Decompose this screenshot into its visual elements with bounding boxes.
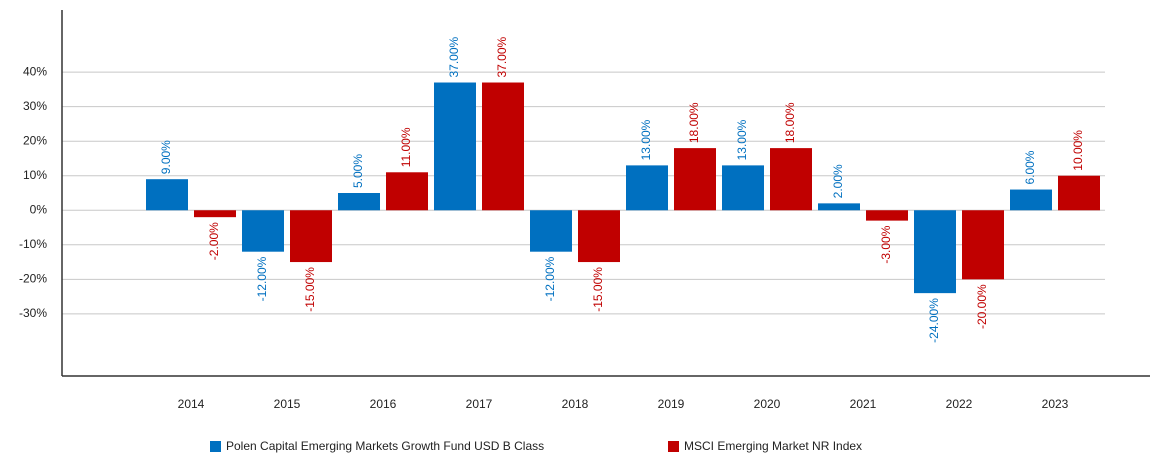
bar	[482, 82, 524, 211]
legend-swatch	[210, 441, 221, 452]
bar	[290, 210, 332, 263]
value-label: -15.00%	[591, 267, 605, 312]
value-label: 18.00%	[783, 102, 797, 143]
value-label: 37.00%	[495, 36, 509, 77]
x-tick-label: 2019	[658, 397, 685, 411]
y-tick-label: 0%	[30, 202, 48, 216]
value-label: -12.00%	[255, 256, 269, 301]
x-tick-label: 2020	[754, 397, 781, 411]
x-tick-label: 2014	[178, 397, 205, 411]
bar	[530, 210, 572, 252]
x-tick-label: 2023	[1042, 397, 1069, 411]
value-label: 18.00%	[687, 102, 701, 143]
value-label: -15.00%	[303, 267, 317, 312]
x-tick-label: 2021	[850, 397, 877, 411]
bar	[866, 210, 908, 221]
value-label: 5.00%	[351, 154, 365, 188]
bar	[914, 210, 956, 294]
legend-label: Polen Capital Emerging Markets Growth Fu…	[226, 439, 544, 453]
bar	[386, 172, 428, 211]
x-tick-label: 2016	[370, 397, 397, 411]
x-tick-label: 2022	[946, 397, 973, 411]
value-label: 9.00%	[159, 140, 173, 174]
value-label: 6.00%	[1023, 150, 1037, 184]
bar	[770, 148, 812, 211]
x-tick-label: 2018	[562, 397, 589, 411]
value-label: 13.00%	[639, 119, 653, 160]
bar	[674, 148, 716, 211]
y-tick-label: 40%	[23, 64, 47, 78]
bar	[338, 193, 380, 211]
bar	[434, 82, 476, 211]
bar	[1010, 189, 1052, 211]
value-label: 13.00%	[735, 119, 749, 160]
bar	[146, 179, 188, 211]
y-tick-label: -10%	[19, 237, 47, 251]
y-tick-label: -30%	[19, 306, 47, 320]
y-tick-label: -20%	[19, 271, 47, 285]
y-tick-label: 20%	[23, 133, 47, 147]
legend-label: MSCI Emerging Market NR Index	[684, 439, 862, 453]
bar	[578, 210, 620, 263]
bar	[818, 203, 860, 211]
value-label: -2.00%	[207, 222, 221, 260]
value-label: -20.00%	[975, 284, 989, 329]
bar	[962, 210, 1004, 280]
value-label: 2.00%	[831, 164, 845, 198]
value-label: -12.00%	[543, 256, 557, 301]
y-tick-label: 10%	[23, 168, 47, 182]
value-label: -3.00%	[879, 225, 893, 263]
bar	[626, 165, 668, 211]
x-tick-label: 2017	[466, 397, 493, 411]
bar	[722, 165, 764, 211]
value-label: 11.00%	[399, 127, 413, 167]
legend-swatch	[668, 441, 679, 452]
value-label: 10.00%	[1071, 130, 1085, 171]
bar	[1058, 175, 1100, 211]
bar	[242, 210, 284, 252]
value-label: -24.00%	[927, 298, 941, 343]
x-tick-label: 2015	[274, 397, 301, 411]
value-label: 37.00%	[447, 36, 461, 77]
y-tick-label: 30%	[23, 99, 47, 113]
bar	[194, 210, 236, 218]
